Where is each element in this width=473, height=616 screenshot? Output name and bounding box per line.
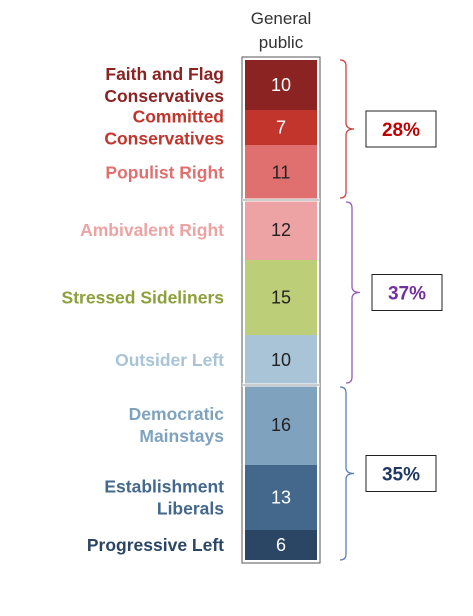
bar-segment bbox=[245, 110, 317, 145]
category-label: Faith and Flag bbox=[105, 64, 224, 84]
category-label: Ambivalent Right bbox=[80, 220, 224, 240]
group-bracket bbox=[339, 386, 355, 561]
category-label: Establishment bbox=[104, 477, 224, 497]
bar-value-label: 16 bbox=[271, 415, 291, 435]
group-label-box bbox=[365, 455, 437, 492]
group-share-label: 37% bbox=[388, 284, 426, 305]
bar-segment bbox=[245, 60, 317, 110]
group-label-box bbox=[365, 110, 437, 148]
bar-segment bbox=[245, 335, 317, 385]
group-share-label: 35% bbox=[382, 465, 420, 486]
category-label: Progressive Left bbox=[87, 535, 224, 555]
column-header-line-2: public bbox=[259, 33, 304, 52]
category-label: Conservatives bbox=[104, 86, 224, 106]
category-label: Outsider Left bbox=[115, 350, 224, 370]
bar-frame bbox=[241, 56, 321, 564]
group-bracket bbox=[345, 201, 361, 384]
bar-segment bbox=[245, 145, 317, 200]
group-bracket bbox=[339, 59, 355, 199]
category-label: Liberals bbox=[157, 499, 224, 519]
category-label: Committed bbox=[133, 107, 224, 127]
bar-value-label: 6 bbox=[276, 535, 286, 555]
category-label: Stressed Sideliners bbox=[62, 288, 225, 308]
group-share-label: 28% bbox=[382, 120, 420, 141]
bar-segment bbox=[245, 530, 317, 560]
bar-segment bbox=[245, 385, 317, 465]
brackets-layer: 28% 37% 35% bbox=[339, 59, 443, 561]
bar-value-label: 11 bbox=[272, 163, 291, 183]
category-label: Mainstays bbox=[139, 426, 224, 446]
bar-value-label: 10 bbox=[271, 75, 291, 95]
category-label: Conservatives bbox=[104, 129, 224, 149]
bar-value-label: 15 bbox=[271, 288, 291, 308]
bar-value-label: 12 bbox=[271, 220, 291, 240]
category-label: Democratic bbox=[129, 404, 225, 424]
column-header-line-1: General bbox=[251, 9, 311, 28]
bar-value-label: 13 bbox=[271, 488, 291, 508]
bar-segment bbox=[245, 465, 317, 530]
bar-segment bbox=[245, 260, 317, 335]
group-label-box bbox=[371, 274, 443, 311]
bar-value-label: 10 bbox=[271, 350, 291, 370]
category-label: Populist Right bbox=[105, 163, 224, 183]
bar-segment bbox=[245, 200, 317, 260]
bar-value-label: 7 bbox=[276, 118, 286, 138]
